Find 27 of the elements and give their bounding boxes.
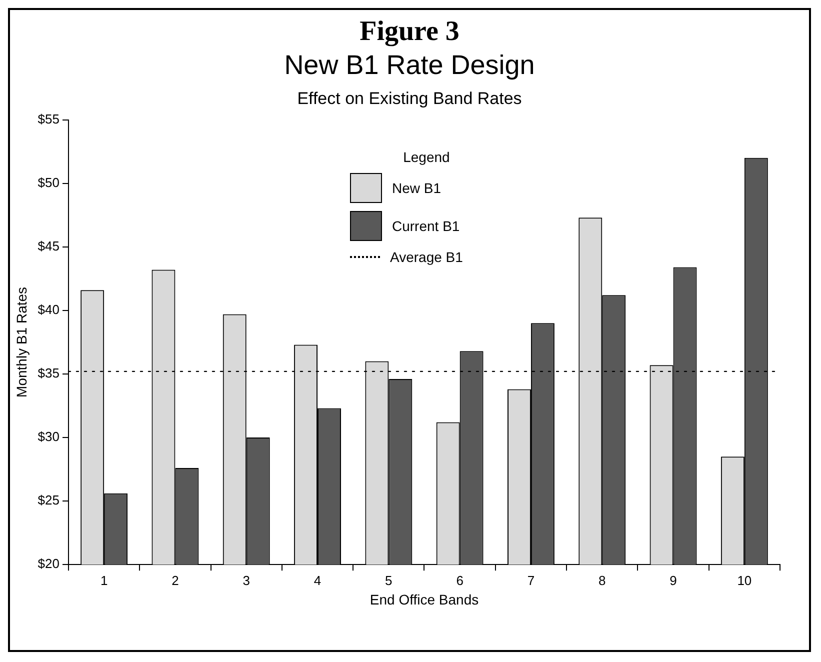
y-tick-label: $55 bbox=[38, 111, 60, 126]
y-tick-label: $20 bbox=[38, 556, 60, 572]
y-tick-label: $35 bbox=[38, 366, 60, 381]
x-tick-label: 5 bbox=[385, 572, 392, 588]
chart-subtitle: Effect on Existing Band Rates bbox=[296, 89, 523, 109]
x-tick-label: 9 bbox=[670, 572, 677, 588]
legend-label: New B1 bbox=[392, 180, 442, 196]
x-tick-label: 6 bbox=[456, 572, 464, 588]
x-tick-label: 7 bbox=[527, 572, 535, 588]
x-tick-label: 8 bbox=[598, 572, 606, 588]
y-axis-title: Monthly B1 Rates bbox=[13, 286, 30, 398]
caption: Figure 3 bbox=[358, 16, 460, 48]
x-tick-label: 10 bbox=[737, 572, 752, 588]
y-tick-label: $30 bbox=[38, 429, 60, 444]
y-tick-label: $45 bbox=[38, 238, 60, 254]
legend-label: Average B1 bbox=[390, 249, 463, 265]
x-tick-label: 4 bbox=[314, 572, 322, 588]
x-tick-label: 3 bbox=[242, 572, 250, 588]
y-tick-label: $25 bbox=[38, 492, 60, 508]
x-tick-label: 1 bbox=[100, 572, 108, 588]
chart-title: New B1 Rate Design bbox=[283, 50, 536, 81]
legend-label: Current B1 bbox=[392, 218, 460, 234]
legend-title: Legend bbox=[402, 149, 451, 165]
x-axis-title: End Office Bands bbox=[370, 591, 479, 608]
y-tick-label: $50 bbox=[38, 174, 60, 190]
x-tick-label: 2 bbox=[172, 572, 179, 588]
y-tick-label: $40 bbox=[38, 302, 60, 318]
